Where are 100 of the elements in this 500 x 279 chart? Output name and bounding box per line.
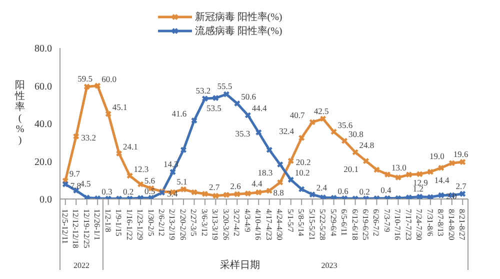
point <box>202 96 208 102</box>
x-tick-label: 2/13-2/19 <box>168 209 177 240</box>
x-tick-label: 7/10-7/16 <box>393 209 402 240</box>
data-label: 2.7 <box>456 180 466 191</box>
data-label: 55.5 <box>217 81 232 92</box>
data-label: 4.5 <box>80 178 91 189</box>
x-tick-label: 4/10-4/16 <box>254 209 263 240</box>
data-label: 5.6 <box>144 175 155 186</box>
legend-label: 流感病毒 阳性率(%) <box>194 24 282 38</box>
point <box>352 149 358 156</box>
data-label: 19.6 <box>453 149 468 160</box>
x-tick-label: 1/30-2/5 <box>146 209 156 236</box>
data-label: 44.4 <box>252 103 268 114</box>
data-label: 60.0 <box>102 74 116 84</box>
x-tick-label: 8/14-8/20 <box>446 209 456 240</box>
data-label: 35.3 <box>235 128 250 138</box>
point <box>212 192 219 199</box>
data-label: 40.7 <box>290 110 305 120</box>
point <box>266 146 272 153</box>
point <box>277 179 284 186</box>
x-tick-label: 1/16-1/22 <box>124 209 134 240</box>
point <box>223 192 230 198</box>
point <box>416 171 423 178</box>
x-tick-label: 5/22-5/28 <box>318 209 328 240</box>
x-tick-label: 1/9-1/15 <box>114 209 124 236</box>
data-label: 50.6 <box>241 91 256 102</box>
y-tick-label: 60.0 <box>34 81 52 92</box>
point <box>244 190 251 197</box>
x-tick-label: 6/12-6/18 <box>350 209 360 240</box>
data-label: 18.3 <box>258 167 273 178</box>
point <box>438 164 444 171</box>
point <box>298 186 305 192</box>
data-label: 32.4 <box>279 126 295 136</box>
data-label: 53.5 <box>206 103 222 114</box>
data-label: 0.6 <box>338 186 348 196</box>
point <box>256 129 262 136</box>
x-tick-label: 5/8-5/14 <box>296 209 306 236</box>
point <box>116 150 122 157</box>
data-label: 12.3 <box>134 164 149 174</box>
point <box>320 116 326 122</box>
point <box>277 161 284 168</box>
data-label: 24.8 <box>359 140 374 150</box>
point <box>320 194 326 199</box>
x-tick-label: 4/24-4/30 <box>275 209 284 240</box>
y-tick-label: 0.0 <box>40 194 52 206</box>
data-label: 9.7 <box>69 168 80 179</box>
x-tick-label: 1/23-1/29 <box>136 209 145 240</box>
x-tick-label: 2/27-3/5 <box>189 209 198 236</box>
data-label: 10.2 <box>294 168 310 178</box>
x-tick-label: 7/3-7/9 <box>382 209 392 232</box>
x-tick-label: 7/24-7/30 <box>414 209 424 240</box>
point <box>448 160 455 166</box>
data-label: 2.4 <box>316 182 328 192</box>
data-label: 13.0 <box>391 162 406 172</box>
x-tick-label: 4/3-4/9 <box>242 209 252 232</box>
x-axis-title: 采样日期 <box>220 259 260 271</box>
x-tick-label: 7/31-8/6 <box>425 209 434 236</box>
data-label: 4.4 <box>252 178 263 189</box>
x-tick-label: 12/12-12/18 <box>71 209 80 248</box>
point <box>234 191 240 198</box>
x-tick-label: 5/1-5/7 <box>286 209 295 232</box>
x-tick-label: 3/27-4/2 <box>232 209 242 236</box>
point <box>180 186 186 192</box>
data-label: 35.6 <box>338 120 353 130</box>
point <box>202 190 208 197</box>
point <box>244 112 251 118</box>
point <box>438 192 444 198</box>
x-tick-label: 5/15-5/21 <box>307 209 316 240</box>
point <box>309 119 316 126</box>
point <box>191 189 198 196</box>
point <box>374 166 380 173</box>
point <box>288 158 294 164</box>
y-tick-label: 40.0 <box>34 119 52 130</box>
point <box>395 174 402 180</box>
point <box>298 134 305 141</box>
point <box>234 100 240 106</box>
point <box>62 181 68 188</box>
data-label: 5.1 <box>176 176 188 186</box>
point <box>212 95 219 102</box>
point <box>460 190 466 197</box>
data-label: 53.2 <box>196 86 211 96</box>
text: 2023 <box>321 261 338 270</box>
data-label: 20.2 <box>296 156 311 167</box>
point <box>180 146 186 153</box>
point <box>427 194 434 199</box>
point <box>406 172 412 178</box>
point <box>191 117 198 124</box>
point <box>416 194 423 199</box>
x-tick-label: 3/6-3/12 <box>200 209 209 236</box>
point <box>256 189 262 196</box>
data-label: 41.6 <box>172 108 187 118</box>
x-tick-label: 12/5-12/11 <box>60 209 70 244</box>
data-label: 0.2 <box>123 186 134 197</box>
data-label: 2.7 <box>208 182 220 192</box>
x-tick-label: 2/20-2/26 <box>178 209 188 240</box>
point <box>288 176 294 183</box>
point <box>309 191 316 198</box>
point <box>363 158 369 164</box>
point <box>105 110 112 117</box>
legend-label: 新冠病毒 阳性率(%) <box>194 10 282 24</box>
